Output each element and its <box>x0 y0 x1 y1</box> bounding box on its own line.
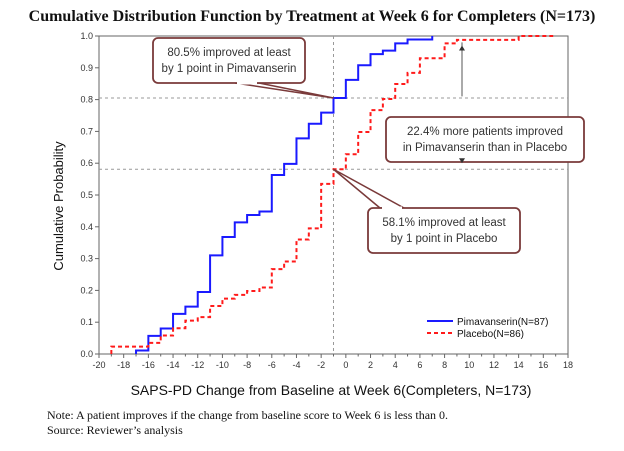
x-tick-label: -12 <box>191 360 204 370</box>
x-tick-label: -18 <box>117 360 130 370</box>
x-tick-label: -6 <box>268 360 276 370</box>
series-line-pimavanserin <box>135 36 434 354</box>
callout-text: in Pimavanserin than in Placebo <box>403 142 567 154</box>
y-tick-label: 1.0 <box>80 31 93 41</box>
x-tick-label: 12 <box>489 360 499 370</box>
legend: Pimavanserin(N=87)Placebo(N=86) <box>427 317 548 340</box>
x-tick-label: 0 <box>343 360 348 370</box>
y-tick-label: 0.3 <box>80 254 93 264</box>
y-tick-label: 0.4 <box>80 222 93 232</box>
x-tick-label: -8 <box>243 360 251 370</box>
diff-arrow-up <box>459 45 465 51</box>
chart-title: Cumulative Distribution Function by Trea… <box>28 8 596 25</box>
callout-text: by 1 point in Pimavanserin <box>162 63 297 75</box>
y-tick-label: 0.7 <box>80 126 93 136</box>
y-tick-label: 0.9 <box>80 63 93 73</box>
x-tick-label: 10 <box>464 360 474 370</box>
x-tick-label: -4 <box>292 360 300 370</box>
callout-box <box>385 116 585 163</box>
y-axis-label: Cumulative Probability <box>51 141 66 271</box>
legend-label: Placebo(N=86) <box>457 329 524 340</box>
callout-text: by 1 point in Placebo <box>391 233 498 245</box>
x-tick-label: 8 <box>442 360 447 370</box>
y-tick-label: 0.8 <box>80 95 93 105</box>
x-tick-label: 16 <box>538 360 548 370</box>
x-tick-label: -10 <box>216 360 229 370</box>
callout-pointer <box>333 168 405 209</box>
x-tick-label: -20 <box>92 360 105 370</box>
series-lines <box>110 35 554 354</box>
diff-arrow-down <box>459 158 465 164</box>
y-tick-label: 0.6 <box>80 158 93 168</box>
series-line-placebo <box>110 35 554 354</box>
callout-text: 22.4% more patients improved <box>407 126 563 138</box>
x-tick-label: -2 <box>317 360 325 370</box>
y-tick-label: 0.5 <box>80 190 93 200</box>
callout-text: 80.5% improved at least <box>167 47 291 59</box>
y-tick-label: 0.1 <box>80 317 93 327</box>
annotations: 80.5% improved at least by 1 point in Pim… <box>152 37 585 254</box>
source-text: Source: Reviewer’s analysis <box>47 423 183 437</box>
callout-box <box>367 207 521 254</box>
x-tick-label: 2 <box>368 360 373 370</box>
x-tick-label: 14 <box>514 360 524 370</box>
x-axis-label: SAPS-PD Change from Baseline at Week 6(C… <box>131 382 532 398</box>
footnotes: Note: A patient improves if the change f… <box>47 408 448 438</box>
x-tick-label: -14 <box>167 360 180 370</box>
x-tick-label: 6 <box>417 360 422 370</box>
x-tick-label: -16 <box>142 360 155 370</box>
callout-text: 58.1% improved at least <box>382 217 506 229</box>
callout-box <box>152 37 306 84</box>
legend-label: Pimavanserin(N=87) <box>457 317 548 328</box>
note-text: Note: A patient improves if the change f… <box>47 408 449 422</box>
cdf-chart: 0.00.10.20.30.40.50.60.70.80.91.0-20 -18-… <box>51 31 585 398</box>
x-tick-label: 4 <box>393 360 398 370</box>
y-tick-label: 0.2 <box>80 285 93 295</box>
y-tick-label: 0.0 <box>80 349 93 359</box>
x-tick-label: 18 <box>563 360 573 370</box>
callout-pointer <box>234 82 334 99</box>
